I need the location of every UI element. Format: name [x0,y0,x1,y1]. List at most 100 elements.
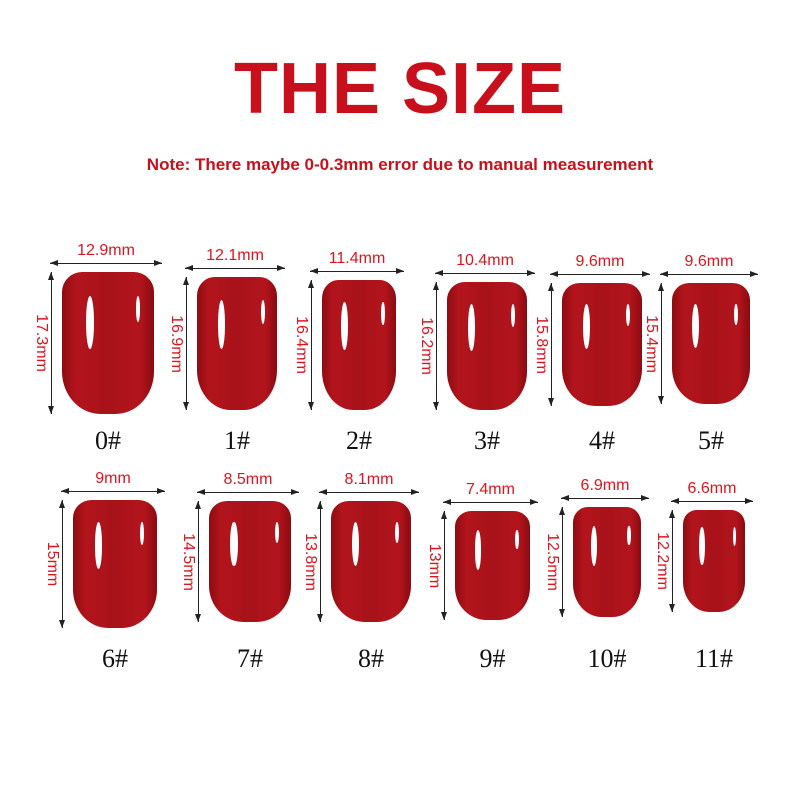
nail-highlight [590,525,597,567]
width-dimension-line [310,271,404,272]
nail-shape [322,280,396,410]
width-dimension-line [435,273,535,274]
arrow-right-icon [291,489,299,495]
nail-shape [683,510,745,612]
length-label: 14.5mm [180,532,197,591]
length-label: 13.8mm [302,532,319,591]
width-label: 6.9mm [580,477,630,494]
arrow-down-icon [548,398,554,406]
width-dimension-line [319,492,419,493]
nail-highlight [85,296,95,349]
width-label: 6.6mm [687,480,737,497]
width-label: 10.4mm [456,252,514,269]
nail-highlight [474,529,482,570]
arrow-up-icon [59,500,65,508]
arrow-down-icon [559,609,565,617]
nail-highlight [515,529,519,550]
length-label: 15.8mm [533,315,550,374]
length-dimension-line [661,283,662,404]
size-label: 9# [479,644,506,673]
size-label: 11# [694,644,734,673]
length-label: 15.4mm [643,314,660,373]
nail-shape [73,500,157,628]
width-dimension-line [550,274,650,275]
arrow-left-icon [550,271,558,277]
width-label: 12.1mm [206,247,264,264]
width-label: 9.6mm [684,253,734,270]
width-dimension-line [443,502,538,503]
nail-highlight [381,302,385,326]
nail-shape [62,272,154,414]
arrow-up-icon [559,507,565,515]
arrow-left-icon [310,268,318,274]
width-label: 11.4mm [328,250,386,267]
width-label: 8.5mm [223,471,273,488]
arrow-down-icon [183,402,189,410]
arrow-down-icon [433,402,439,410]
page-title: THE SIZE [233,49,567,129]
arrow-left-icon [319,489,327,495]
arrow-right-icon [277,265,285,271]
arrow-up-icon [183,277,189,285]
size-label: 6# [102,644,128,673]
size-label: 7# [237,644,263,673]
nail-highlight [699,527,705,566]
arrow-left-icon [561,495,569,501]
length-dimension-line [562,507,563,617]
width-dimension-line [197,492,299,493]
nail-shape [455,511,530,620]
width-dimension-line [561,498,649,499]
arrow-right-icon [396,268,404,274]
arrow-up-icon [548,283,554,291]
arrow-left-icon [671,498,679,504]
nail-highlight [732,527,736,546]
nail-shape [573,507,641,617]
length-dimension-line [186,277,187,410]
arrow-down-icon [48,406,54,414]
length-dimension-line [198,501,199,622]
arrow-right-icon [157,488,165,494]
nail-highlight [230,521,238,567]
length-label: 16.4mm [293,316,310,374]
nail-highlight [261,299,265,324]
arrow-right-icon [750,271,758,277]
nail-highlight [395,521,399,544]
nail-shape [331,501,411,622]
arrow-up-icon [48,272,54,280]
width-label: 8.1mm [344,471,394,488]
arrow-left-icon [61,488,69,494]
arrow-left-icon [435,270,443,276]
arrow-right-icon [411,489,419,495]
arrow-down-icon [195,614,201,622]
nail-shape [672,283,750,404]
arrow-down-icon [59,620,65,628]
arrow-down-icon [441,612,447,620]
length-label: 15mm [44,541,61,587]
length-label: 12.2mm [654,532,671,590]
arrow-up-icon [433,282,439,290]
nail-highlight [94,521,103,570]
nail-highlight [274,521,279,544]
nail-highlight [467,303,475,352]
nail-shape [209,501,291,622]
arrow-left-icon [50,260,58,266]
size-label: 0# [95,426,121,455]
length-label: 16.9mm [168,314,185,373]
size-label: 3# [474,426,500,455]
nail-highlight [341,302,348,351]
arrow-right-icon [642,271,650,277]
arrow-right-icon [530,499,538,505]
size-label: 1# [224,426,250,455]
arrow-left-icon [185,265,193,271]
arrow-up-icon [317,501,323,509]
width-label: 9.6mm [575,253,625,270]
nail-highlight [734,303,739,326]
width-label: 7.4mm [466,481,515,498]
arrow-right-icon [641,495,649,501]
length-label: 13mm [426,543,443,588]
width-dimension-line [185,268,285,269]
width-label: 9mm [95,470,131,487]
length-dimension-line [436,282,437,410]
width-dimension-line [50,263,162,264]
length-dimension-line [444,511,445,620]
